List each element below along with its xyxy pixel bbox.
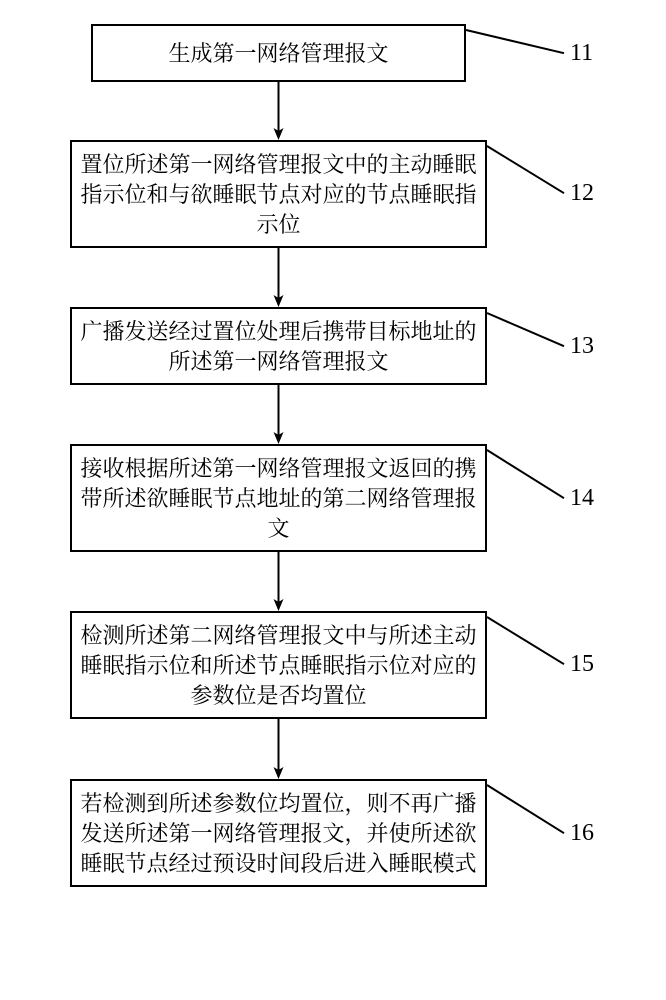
leader-n6 <box>487 785 564 833</box>
flow-node-text-n5: 检测所述第二网络管理报文中与所述主动 睡眠指示位和所述节点睡眠指示位对应的 参数… <box>81 620 477 709</box>
flow-node-label-n4: 14 <box>570 485 594 512</box>
leader-n2 <box>487 146 564 193</box>
flow-node-label-n2: 12 <box>570 180 594 207</box>
flow-node-text-n4: 接收根据所述第一网络管理报文返回的携 带所述欲睡眠节点地址的第二网络管理报 文 <box>81 453 477 542</box>
leader-n1 <box>466 30 564 53</box>
flow-node-text-n3: 广播发送经过置位处理后携带目标地址的 所述第一网络管理报文 <box>81 316 477 375</box>
flow-node-label-n1: 11 <box>570 40 593 67</box>
flow-node-n6: 若检测到所述参数位均置位，则不再广播 发送所述第一网络管理报文，并使所述欲 睡眠… <box>70 779 487 887</box>
flow-node-label-n5: 15 <box>570 651 594 678</box>
flow-node-n2: 置位所述第一网络管理报文中的主动睡眠 指示位和与欲睡眠节点对应的节点睡眠指 示位 <box>70 140 487 248</box>
flowchart-canvas: { "flowchart": { "type": "flowchart", "b… <box>0 0 666 1000</box>
flow-node-n1: 生成第一网络管理报文 <box>91 24 466 82</box>
flow-node-text-n6: 若检测到所述参数位均置位，则不再广播 发送所述第一网络管理报文，并使所述欲 睡眠… <box>81 788 477 877</box>
flow-node-text-n2: 置位所述第一网络管理报文中的主动睡眠 指示位和与欲睡眠节点对应的节点睡眠指 示位 <box>81 149 477 238</box>
flow-node-n5: 检测所述第二网络管理报文中与所述主动 睡眠指示位和所述节点睡眠指示位对应的 参数… <box>70 611 487 719</box>
leader-n3 <box>487 313 564 346</box>
flow-node-label-n6: 16 <box>570 820 594 847</box>
flow-node-n3: 广播发送经过置位处理后携带目标地址的 所述第一网络管理报文 <box>70 307 487 385</box>
leader-n5 <box>487 617 564 664</box>
flow-node-n4: 接收根据所述第一网络管理报文返回的携 带所述欲睡眠节点地址的第二网络管理报 文 <box>70 444 487 552</box>
flow-node-text-n1: 生成第一网络管理报文 <box>168 38 388 68</box>
flow-node-label-n3: 13 <box>570 333 594 360</box>
leader-n4 <box>487 450 564 498</box>
